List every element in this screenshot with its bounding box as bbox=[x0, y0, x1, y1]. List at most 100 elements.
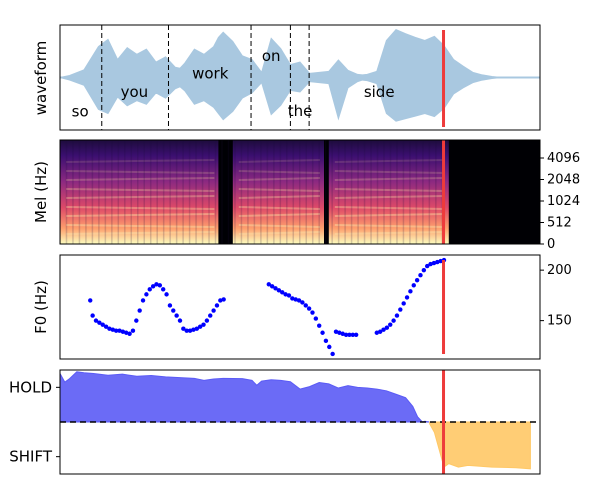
word-label: so bbox=[72, 102, 89, 120]
mel-harmonic bbox=[334, 170, 445, 174]
f0-point bbox=[414, 278, 420, 283]
mel-harmonic bbox=[238, 188, 321, 192]
f0-point bbox=[296, 298, 302, 303]
waveform-axes bbox=[59, 24, 541, 131]
f0-point bbox=[110, 327, 116, 332]
f0-point bbox=[167, 303, 173, 308]
mel-harmonic bbox=[334, 213, 445, 217]
mel-axes bbox=[59, 139, 541, 245]
f0-point bbox=[374, 330, 379, 335]
mel-ylabel: Mel (Hz) bbox=[32, 161, 50, 223]
word-label: side bbox=[364, 83, 395, 101]
word-label: the bbox=[288, 102, 313, 120]
mel-speech-segment bbox=[328, 140, 449, 244]
mel-ytick-label: 512 bbox=[547, 216, 572, 231]
mel-harmonic bbox=[238, 206, 321, 210]
f0-point bbox=[337, 330, 342, 335]
f0-point bbox=[290, 296, 295, 301]
turn-ytick-label: SHIFT bbox=[9, 448, 53, 466]
f0-point bbox=[327, 344, 332, 350]
f0-point bbox=[353, 332, 359, 337]
f0-point bbox=[320, 330, 325, 335]
turn-marks bbox=[59, 370, 540, 474]
f0-point bbox=[398, 307, 403, 312]
turn-axes bbox=[59, 369, 541, 475]
mel-ytick-label: 1024 bbox=[547, 194, 580, 209]
f0-point bbox=[428, 261, 433, 267]
mel-harmonic bbox=[238, 177, 321, 181]
f0-point bbox=[425, 263, 430, 269]
mel-ytick-label: 4096 bbox=[547, 151, 580, 166]
mel-harmonic bbox=[238, 159, 321, 163]
f0-ytick-label: 150 bbox=[547, 314, 572, 329]
waveform-envelope bbox=[59, 29, 540, 122]
f0-point bbox=[431, 260, 437, 266]
word-label: on bbox=[262, 47, 281, 65]
f0-point bbox=[103, 324, 109, 329]
f0-point bbox=[90, 313, 95, 318]
word-label: you bbox=[121, 83, 149, 101]
f0-point bbox=[184, 328, 189, 333]
f0-point bbox=[283, 292, 288, 297]
mel-harmonic bbox=[334, 195, 445, 199]
f0-point bbox=[280, 290, 285, 295]
mel-harmonic bbox=[238, 213, 321, 217]
mel-harmonic bbox=[238, 224, 321, 228]
mel-harmonic bbox=[65, 195, 215, 199]
f0-point bbox=[404, 295, 410, 300]
f0-point bbox=[100, 322, 105, 327]
f0-point bbox=[154, 282, 159, 287]
mel-harmonic bbox=[334, 231, 445, 235]
f0-point bbox=[124, 330, 129, 335]
mel-yticks: 0 512 1024 2048 4096 bbox=[540, 151, 580, 252]
f0-axes bbox=[59, 254, 541, 360]
f0-point bbox=[221, 297, 226, 302]
f0-point bbox=[347, 332, 352, 337]
mel-harmonic bbox=[334, 177, 445, 181]
f0-point bbox=[113, 328, 119, 333]
f0-point bbox=[164, 292, 169, 297]
f0-point bbox=[107, 326, 112, 331]
f0-point bbox=[161, 287, 166, 292]
f0-point bbox=[120, 329, 126, 334]
mel-harmonic bbox=[238, 195, 321, 199]
mel-harmonic bbox=[65, 188, 215, 192]
f0-point bbox=[340, 331, 345, 336]
f0-point bbox=[438, 258, 443, 264]
f0-point bbox=[330, 351, 335, 357]
mel-harmonic bbox=[65, 170, 215, 174]
f0-point bbox=[171, 308, 176, 313]
f0-point bbox=[269, 284, 275, 289]
f0-point bbox=[214, 303, 220, 308]
mel-harmonic bbox=[65, 213, 215, 217]
f0-point bbox=[157, 283, 163, 288]
f0-point bbox=[306, 306, 312, 311]
f0-point bbox=[391, 318, 396, 323]
mel-harmonic bbox=[334, 159, 445, 163]
f0-point bbox=[418, 272, 423, 278]
f0-point bbox=[313, 316, 319, 321]
f0-marks bbox=[88, 257, 447, 357]
f0-panel: 150 200 F0 (Hz) bbox=[32, 254, 572, 360]
f0-point bbox=[333, 329, 339, 334]
waveform-ylabel: waveform bbox=[32, 41, 50, 116]
f0-point bbox=[187, 328, 193, 333]
f0-point bbox=[208, 313, 213, 318]
shift-area bbox=[429, 421, 531, 470]
mel-harmonic bbox=[65, 159, 215, 163]
f0-point bbox=[127, 331, 132, 336]
turn-yticks: HOLD SHIFT bbox=[9, 378, 60, 466]
f0-point bbox=[201, 322, 206, 327]
mel-ytick-label: 2048 bbox=[547, 173, 580, 188]
f0-point bbox=[194, 326, 199, 331]
mel-harmonic bbox=[65, 231, 215, 235]
f0-point bbox=[191, 327, 196, 332]
f0-yticks: 150 200 bbox=[540, 263, 572, 329]
f0-point bbox=[408, 289, 413, 294]
f0-ytick-label: 200 bbox=[547, 263, 572, 278]
mel-harmonic bbox=[238, 170, 321, 174]
f0-point bbox=[140, 298, 146, 303]
mel-harmonic bbox=[334, 206, 445, 210]
mel-harmonic bbox=[65, 177, 215, 181]
